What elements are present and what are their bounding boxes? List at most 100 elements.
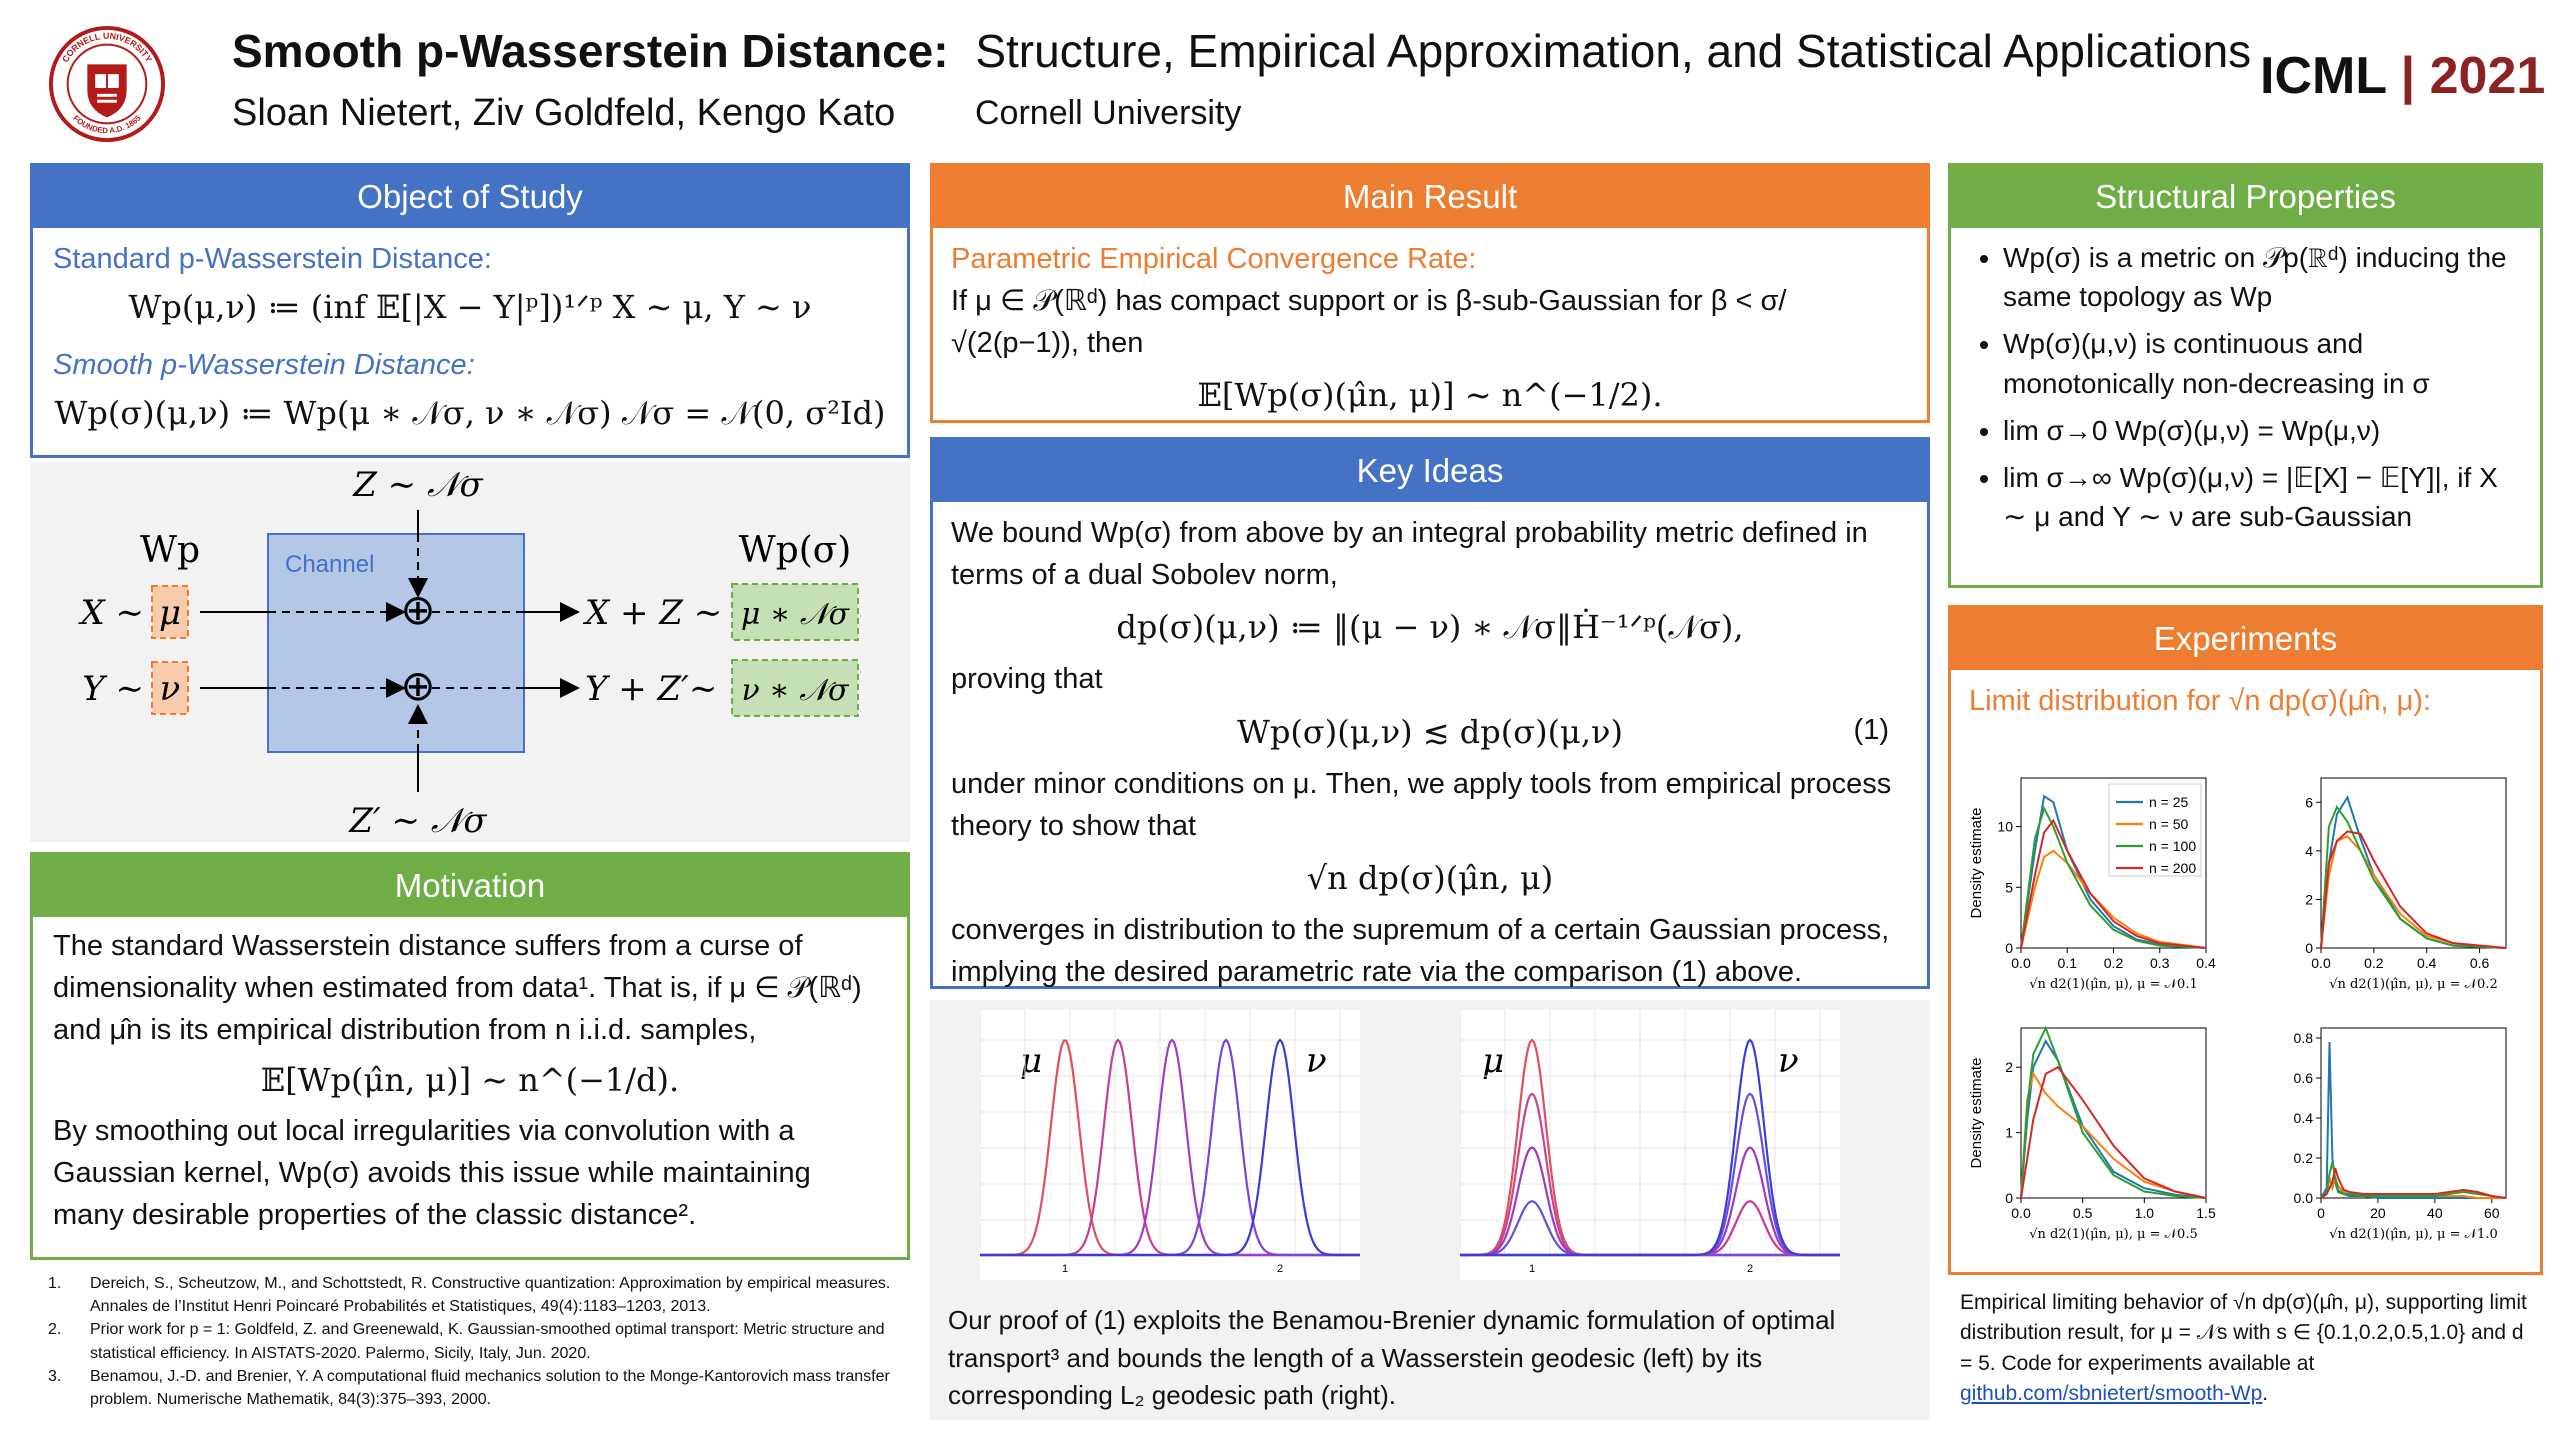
y-tick-label: 1 (2005, 1125, 2013, 1141)
main-result-text: If μ ∈ 𝒫(ℝᵈ) has compact support or is β… (951, 285, 1787, 360)
key-ideas-paragraph-4: converges in distribution to the supremu… (951, 914, 1890, 989)
x-tick-label: 60 (2484, 1205, 2500, 1221)
experiments-caption: Empirical limiting behavior of √n dp(σ)(… (1960, 1288, 2535, 1410)
x-input-label: X ∼ (77, 593, 144, 633)
key-ideas-header: Key Ideas (933, 440, 1927, 502)
reference-item: 3. Benamou, J.-D. and Brenier, Y. A compu… (48, 1367, 890, 1408)
x-axis-label: √n d2(1)(μ̂n, μ), μ = 𝒩0.1 (2029, 977, 2197, 992)
channel-label: Channel (285, 551, 374, 578)
geodesic-right-tick-2: 2 (1747, 1263, 1753, 1275)
key-ideas-paragraph-1: We bound Wp(σ) from above by an integral… (951, 517, 1868, 592)
title-main: Smooth p-Wasserstein Distance: (232, 25, 949, 77)
x-tick-label: 1.5 (2196, 1205, 2216, 1221)
chart-legend: n = 25 n = 50 n = 100 n = 200 (2108, 783, 2202, 877)
density-line (2020, 1065, 2207, 1199)
object-of-study-header: Object of Study (33, 166, 907, 228)
x-axis-label: √n d2(1)(μ̂n, μ), μ = 𝒩0.2 (2329, 977, 2497, 992)
nu-output-label: ν ∗ 𝒩σ (742, 673, 850, 708)
adder-bottom: ⊕ (400, 661, 435, 710)
z-bottom-label: Z′ ∼ 𝒩σ (348, 801, 487, 841)
title-subtitle: Structure, Empirical Approximation, and … (975, 25, 2252, 77)
x-tick-label: 0.2 (2364, 955, 2384, 971)
key-ideas-paragraph-2: proving that (951, 663, 1103, 696)
authors: Sloan Nietert, Ziv Goldfeld, Kengo Kato (232, 92, 896, 134)
y-axis-label: Density estimate (1968, 1058, 1985, 1169)
density-line (2320, 835, 2507, 949)
y-tick-label: 0.0 (2294, 1190, 2314, 1206)
chart-panel: 0.0 0.5 1.0 1.5 0 1 2 √n d2(1)(μ̂n, μ), μ = 𝒩0.… (1968, 1025, 2216, 1242)
legend-entry: n = 25 (2149, 794, 2189, 810)
density-line (2320, 1167, 2507, 1199)
key-ideas-panel: Key Ideas We bound Wp(σ) from above by a… (930, 437, 1930, 989)
motivation-equation: 𝔼[Wp(μ̂n, μ)] ∼ n^(−1/d). (260, 1061, 680, 1100)
geodesic-right-mu: μ (1482, 1041, 1504, 1081)
mu-output-label: μ ∗ 𝒩σ (741, 597, 851, 632)
equation-number: (1) (1853, 713, 1889, 746)
mu-box (151, 585, 189, 639)
motivation-header: Motivation (33, 855, 907, 917)
comparison-equation: Wp(σ)(μ,ν) ≲ dp(σ)(μ,ν) (1237, 712, 1623, 751)
nu-out-box (731, 659, 859, 717)
reference-item: 1. Dereich, S., Scheutzow, M., and Schott… (48, 1275, 891, 1316)
channel-diagram: Channel ⊕ ⊕ Z ∼ 𝒩σ Z′ ∼ 𝒩σ Wp Wp(σ) X ∼ … (77, 465, 859, 841)
density-line (2320, 1161, 2507, 1199)
nu-label: ν (160, 669, 181, 709)
structural-properties-panel: Structural Properties Wp(σ) is a metric … (1948, 163, 2543, 588)
nu-box (151, 661, 189, 715)
x-tick-label: 20 (2370, 1205, 2386, 1221)
experiments-caption-text: Empirical limiting behavior of √n dp(σ)(… (1960, 1291, 2527, 1375)
geodesic-left-tick-1: 1 (1062, 1263, 1068, 1275)
y-tick-label: 2 (2305, 891, 2313, 907)
geodesic-curve (980, 1038, 1360, 1257)
x-tick-label: 0.1 (2058, 955, 2078, 971)
x-tick-label: 0.4 (2417, 955, 2437, 971)
y-tick-label: 0.6 (2294, 1070, 2314, 1086)
property-item: Wp(σ)(μ,ν) is continuous and monotonical… (2003, 324, 2526, 402)
mu-out-box (731, 583, 859, 641)
x-tick-label: 0.3 (2150, 955, 2170, 971)
references: 1. Dereich, S., Scheutzow, M., and Schott… (48, 1272, 908, 1411)
main-result-header: Main Result (933, 166, 1927, 228)
conference-year: 2021 (2429, 47, 2546, 105)
x-tick-label: 0.5 (2073, 1205, 2093, 1221)
property-item: Wp(σ) is a metric on 𝒫p(ℝᵈ) inducing the… (2003, 238, 2526, 316)
mu-label: μ (159, 593, 181, 633)
x-tick-label: 0.4 (2196, 955, 2216, 971)
conference-label: ICML | 2021 (2260, 46, 2545, 106)
wp-right-label: Wp(σ) (739, 530, 852, 571)
experiments-label: Limit distribution for √n dp(σ)(μ̂n, μ): (1969, 685, 2432, 717)
conference-name: ICML (2260, 47, 2387, 105)
key-ideas-paragraph-3: under minor conditions on μ. Then, we ap… (951, 767, 1892, 842)
poster-title: Smooth p-Wasserstein Distance: Structure… (232, 24, 2251, 78)
y-tick-label: 0.2 (2294, 1150, 2314, 1166)
y-tick-label: 10 (1997, 819, 2013, 835)
x-output-label: X + Z ∼ (582, 593, 722, 633)
object-of-study-panel: Object of Study Standard p-Wasserstein D… (30, 163, 910, 458)
geodesic-right-tick-1: 1 (1529, 1263, 1535, 1275)
y-tick-label: 0 (2005, 1190, 2013, 1206)
experiments-header: Experiments (1951, 608, 2540, 670)
x-tick-label: 40 (2427, 1205, 2443, 1221)
reference-item: 2. Prior work for p = 1: Goldfeld, Z. and… (48, 1321, 885, 1362)
y-tick-label: 0 (2005, 940, 2013, 956)
motivation-paragraph-1: The standard Wasserstein distance suffer… (53, 930, 862, 1047)
motivation-paragraph-2: By smoothing out local irregularities vi… (53, 1114, 811, 1231)
x-tick-label: 0.0 (2011, 1205, 2031, 1221)
density-line (2320, 805, 2507, 949)
github-link[interactable]: github.com/sbnietert/smooth-Wp (1960, 1382, 2263, 1406)
legend-entry: n = 100 (2149, 838, 2196, 854)
affiliation: Cornell University (975, 94, 1242, 132)
x-tick-label: 1.0 (2135, 1205, 2155, 1221)
standard-wasserstein-equation: Wp(μ,ν) ≔ (inf 𝔼[|X − Y|ᵖ])¹ᐟᵖ X ∼ μ, Y … (128, 288, 812, 327)
motivation-panel: Motivation The standard Wasserstein dist… (30, 852, 910, 1260)
y-tick-label: 4 (2305, 843, 2313, 859)
smooth-wasserstein-equation: Wp(σ)(μ,ν) ≔ Wp(μ ∗ 𝒩σ, ν ∗ 𝒩σ) 𝒩σ = 𝒩(0… (54, 394, 886, 433)
y-input-label: Y ∼ (82, 669, 144, 709)
property-item: lim σ→∞ Wp(σ)(μ,ν) = |𝔼[X] − 𝔼[Y]|, if X… (2003, 458, 2526, 536)
dual-sobolev-equation: dp(σ)(μ,ν) ≔ ‖(μ − ν) ∗ 𝒩σ‖Ḣ⁻¹ᐟᵖ(𝒩σ), (1116, 608, 1744, 647)
y-output-label: Y + Z′∼ (585, 669, 717, 709)
y-tick-label: 0 (2305, 940, 2313, 956)
legend-entry: n = 50 (2149, 816, 2189, 832)
density-line (2020, 805, 2207, 949)
